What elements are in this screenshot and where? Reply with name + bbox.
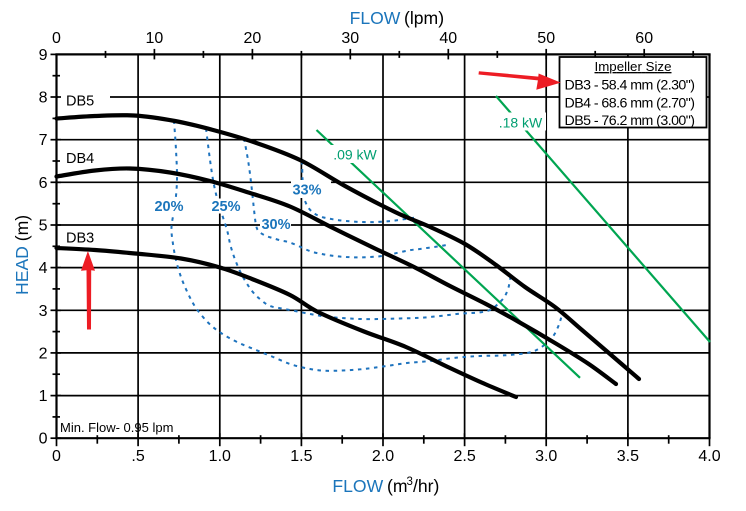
svg-text:8: 8 — [39, 90, 48, 107]
svg-text:FLOW: FLOW — [350, 8, 401, 28]
svg-text:0: 0 — [52, 448, 61, 465]
svg-text:3.5: 3.5 — [617, 448, 639, 465]
svg-text:(lpm): (lpm) — [404, 8, 444, 28]
svg-text:25%: 25% — [211, 199, 240, 215]
svg-text:30%: 30% — [261, 217, 290, 233]
svg-text:DB5: DB5 — [66, 94, 94, 110]
svg-text:20%: 20% — [154, 199, 183, 215]
svg-text:1.0: 1.0 — [209, 448, 231, 465]
svg-text:/hr): /hr) — [413, 476, 439, 496]
svg-text:40: 40 — [439, 30, 457, 47]
svg-text:Min. Flow- 0.95 lpm: Min. Flow- 0.95 lpm — [60, 420, 173, 435]
svg-text:6: 6 — [39, 175, 48, 192]
svg-text:DB3: DB3 — [66, 231, 94, 247]
svg-text:1: 1 — [39, 388, 48, 405]
svg-text:HEAD (m): HEAD (m) — [12, 215, 32, 295]
svg-text:33%: 33% — [292, 183, 321, 199]
svg-text:.18 kW: .18 kW — [499, 115, 543, 131]
svg-text:2.0: 2.0 — [372, 448, 394, 465]
svg-text:4.0: 4.0 — [698, 448, 720, 465]
svg-text:7: 7 — [39, 132, 48, 149]
svg-text:3: 3 — [39, 303, 48, 320]
svg-text:3.0: 3.0 — [535, 448, 557, 465]
svg-text:30: 30 — [341, 30, 359, 47]
svg-text:2.5: 2.5 — [453, 448, 475, 465]
svg-text:60: 60 — [635, 30, 653, 47]
svg-text:0: 0 — [52, 30, 61, 47]
svg-text:0: 0 — [39, 431, 48, 448]
svg-text:3: 3 — [407, 476, 413, 488]
svg-text:DB5 - 76.2 mm (3.00"): DB5 - 76.2 mm (3.00") — [565, 113, 696, 129]
svg-text:50: 50 — [537, 30, 555, 47]
svg-text:(m: (m — [387, 476, 408, 496]
svg-text:5: 5 — [39, 218, 48, 235]
svg-text:9: 9 — [39, 47, 48, 64]
svg-text:DB4: DB4 — [66, 151, 94, 167]
svg-text:.5: .5 — [131, 448, 144, 465]
svg-text:DB4 - 68.6 mm (2.70"): DB4 - 68.6 mm (2.70") — [565, 96, 696, 112]
svg-text:10: 10 — [146, 30, 164, 47]
svg-text:1.5: 1.5 — [290, 448, 312, 465]
svg-text:2: 2 — [39, 345, 48, 362]
svg-text:DB3 - 58.4 mm (2.30"): DB3 - 58.4 mm (2.30") — [565, 78, 696, 94]
svg-text:.09 kW: .09 kW — [333, 147, 377, 163]
svg-text:20: 20 — [244, 30, 262, 47]
svg-text:4: 4 — [39, 260, 48, 277]
svg-text:FLOW: FLOW — [332, 476, 383, 496]
svg-text:Impeller Size: Impeller Size — [595, 59, 672, 74]
